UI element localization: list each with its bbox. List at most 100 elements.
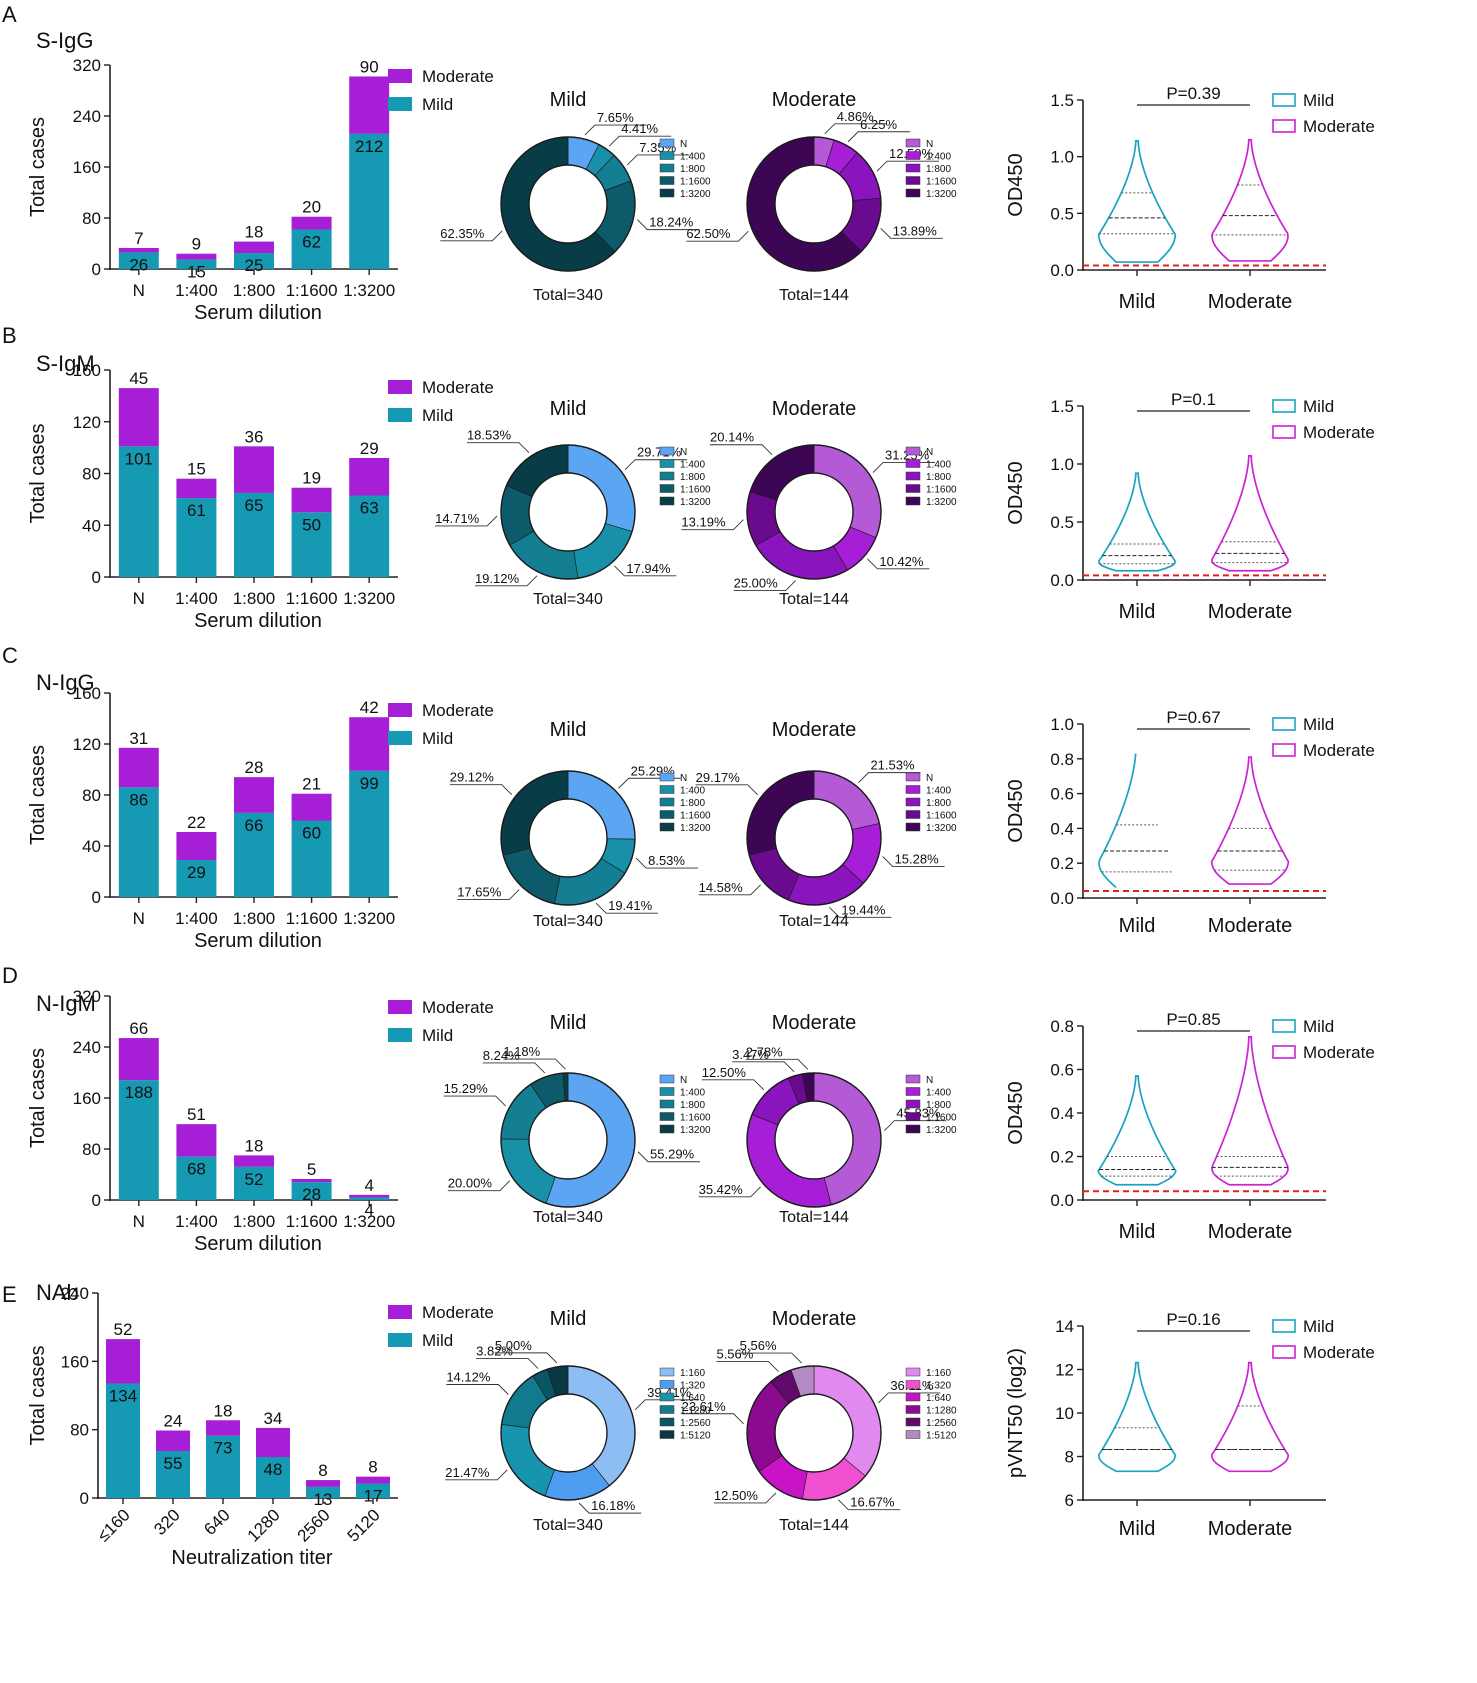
donut-leader xyxy=(637,1151,701,1163)
donut-legend-label: 1:1600 xyxy=(680,811,711,822)
bar-moderate xyxy=(118,1038,159,1081)
bar-mild xyxy=(256,1457,290,1498)
donut-legend-swatch xyxy=(659,1099,675,1109)
bar-mild xyxy=(118,1080,159,1200)
violin-x-tick-label: Moderate xyxy=(1208,291,1293,313)
violin-mild xyxy=(1098,753,1137,889)
donut-legend-label: 1:800 xyxy=(926,472,951,483)
donut-title: Moderate xyxy=(772,398,857,420)
donut-legend-swatch xyxy=(659,163,675,173)
bar-label-moderate: 18 xyxy=(214,1401,233,1420)
bar-label-moderate: 28 xyxy=(245,758,264,777)
donut-legend-label: 1:400 xyxy=(680,152,705,163)
donut-legend-swatch xyxy=(659,176,675,185)
donut-leader xyxy=(745,1058,809,1070)
donut-legend-label: 1:400 xyxy=(680,1088,705,1099)
donut-leader xyxy=(636,219,700,231)
y-tick-label: 160 xyxy=(73,158,101,177)
donut-percent-label: 62.35% xyxy=(440,226,485,241)
x-tick-label: 1:400 xyxy=(175,281,218,300)
x-tick-label: 1280 xyxy=(244,1505,284,1545)
violin-y-axis-label: OD450 xyxy=(1005,1081,1027,1144)
bar-label-mild: 60 xyxy=(302,824,321,843)
donut-legend-swatch xyxy=(905,1099,921,1109)
donut-legend-swatch xyxy=(659,471,675,481)
bar-mild xyxy=(176,259,217,269)
bar-label-mild: 212 xyxy=(355,137,383,156)
violin-y-tick-label: 0.0 xyxy=(1050,1191,1074,1210)
donut-legend-swatch xyxy=(659,1392,675,1402)
x-axis-label: Serum dilution xyxy=(194,610,322,632)
donut-legend-label: 1:5120 xyxy=(680,1431,711,1442)
bar-moderate xyxy=(176,478,217,499)
bar-moderate xyxy=(356,1476,390,1484)
donut-leader xyxy=(578,1502,642,1514)
y-tick-label: 0 xyxy=(92,260,101,279)
donut-legend-swatch xyxy=(659,1367,675,1377)
bar-label-mild: 17 xyxy=(364,1486,383,1505)
violin-y-tick-label: 0.8 xyxy=(1050,750,1074,769)
panel-c: C N-IgG 0 40 80 120 160 Total cases 86 31 N 29 22 1:4… xyxy=(2,643,1375,952)
donut-leader xyxy=(701,1079,765,1091)
donut-legend-swatch xyxy=(659,459,675,468)
donut-percent-label: 13.19% xyxy=(681,515,726,530)
donut-leader xyxy=(882,856,945,867)
donut-legend-swatch xyxy=(659,151,675,160)
violin-legend-swatch-moderate xyxy=(1272,1345,1296,1359)
violin-legend-swatch-mild xyxy=(1272,1319,1296,1333)
bar-moderate xyxy=(291,487,332,513)
x-tick-label: 1:3200 xyxy=(343,909,395,928)
y-tick-label: 160 xyxy=(73,1089,101,1108)
bar-mild xyxy=(118,787,159,897)
y-tick-label: 160 xyxy=(73,361,101,380)
donut-hole xyxy=(774,164,854,244)
donut-percent-label: 55.29% xyxy=(650,1147,695,1162)
bar-label-moderate: 20 xyxy=(302,198,321,217)
donut-legend-swatch xyxy=(905,1074,921,1084)
violin-y-tick-label: 0.2 xyxy=(1050,854,1074,873)
donut-legend-label: 1:1600 xyxy=(926,1113,957,1124)
donut-percent-label: 4.41% xyxy=(621,121,658,136)
donut-hole xyxy=(774,1100,854,1180)
donut-legend-swatch xyxy=(905,797,921,807)
bar-moderate xyxy=(176,831,217,861)
violin-legend-swatch-mild xyxy=(1272,1019,1296,1033)
donut-legend-label: 1:160 xyxy=(926,1368,951,1379)
violin-y-axis-label: OD450 xyxy=(1005,153,1027,216)
bar-label-mild: 63 xyxy=(360,498,379,517)
donut-legend-swatch xyxy=(659,1112,675,1121)
legend-label-mild: Mild xyxy=(422,95,453,114)
violin-legend-swatch-moderate xyxy=(1272,743,1296,757)
violin-mild xyxy=(1097,1075,1177,1186)
donut-legend-label: 1:3200 xyxy=(926,823,957,834)
donut-legend-swatch xyxy=(905,822,921,832)
bar-moderate xyxy=(349,457,390,496)
donut-leader xyxy=(681,1413,744,1425)
legend-swatch-moderate xyxy=(388,69,412,83)
violin-x-tick-label: Moderate xyxy=(1208,601,1293,623)
donut-legend-label: 1:1600 xyxy=(926,811,957,822)
bar-mild xyxy=(349,1197,390,1200)
bar-label-moderate: 52 xyxy=(114,1320,133,1339)
violin-y-tick-label: 1.0 xyxy=(1050,455,1074,474)
donut-percent-label: 20.14% xyxy=(710,430,755,445)
donut-leader xyxy=(446,1384,509,1395)
donut-legend-label: 1:400 xyxy=(926,786,951,797)
panel-title: N-IgG xyxy=(36,670,95,695)
bar-label-mild: 62 xyxy=(302,232,321,251)
donut-title: Mild xyxy=(550,719,587,741)
donut-legend-label: 1:800 xyxy=(680,164,705,175)
violin-legend-label-mild: Mild xyxy=(1303,1017,1334,1036)
x-tick-label: 1:1600 xyxy=(286,1212,338,1231)
violin-y-axis-label: OD450 xyxy=(1005,461,1027,524)
donut-legend-swatch xyxy=(905,785,921,794)
donut-percent-label: 8.53% xyxy=(648,853,685,868)
y-tick-label: 240 xyxy=(73,1038,101,1057)
bar-label-moderate: 9 xyxy=(192,235,201,254)
donut-percent-label: 15.28% xyxy=(895,851,940,866)
violin-legend-label-mild: Mild xyxy=(1303,1317,1334,1336)
bar-label-moderate: 24 xyxy=(164,1412,183,1431)
y-tick-label: 80 xyxy=(70,1421,89,1440)
donut-leader xyxy=(474,575,538,587)
